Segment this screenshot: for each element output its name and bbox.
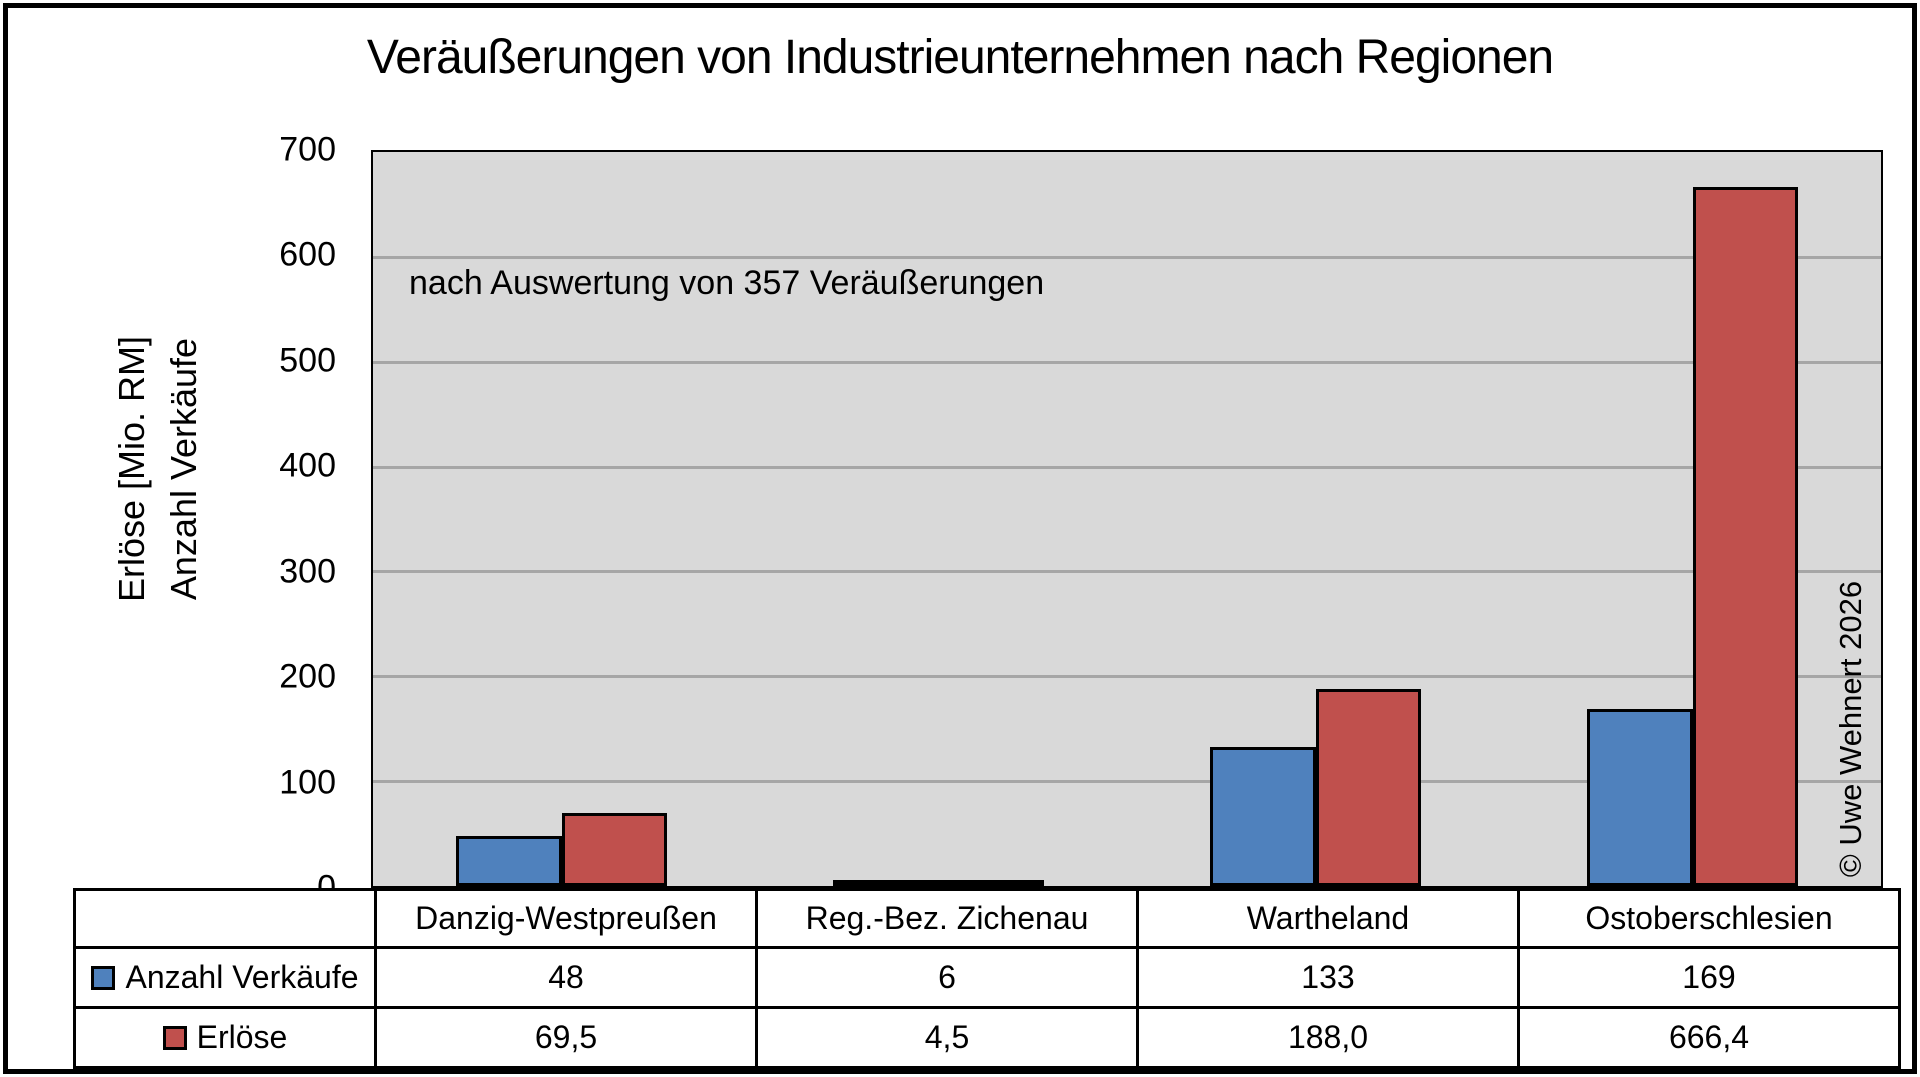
y-tick-label: 200	[279, 657, 336, 696]
category-header: Ostoberschlesien	[1517, 888, 1901, 949]
table-corner-empty	[73, 888, 377, 949]
value-cell: 188,0	[1136, 1006, 1520, 1069]
value-cell: 666,4	[1517, 1006, 1901, 1069]
series-label-cell: Erlöse	[73, 1006, 377, 1069]
value-cell: 133	[1136, 946, 1520, 1009]
copyright-watermark: © Uwe Wehnert 2026	[1833, 580, 1868, 878]
value-cell: 48	[374, 946, 758, 1009]
y-tick-label: 600	[279, 235, 336, 274]
table-row: Anzahl Verkäufe 48 6 133 169	[73, 946, 1901, 1009]
y-tick-label: 500	[279, 341, 336, 380]
bar-group	[1504, 152, 1881, 886]
y-tick-label: 700	[279, 130, 336, 169]
bar-erl-se	[938, 880, 1045, 886]
y-axis-ticks: 700 600 500 400 300 200 100 0	[8, 131, 336, 907]
bar-group	[1127, 152, 1504, 886]
bar-erl-se	[561, 813, 668, 886]
bar-erl-se	[1315, 688, 1422, 886]
value-cell: 69,5	[374, 1006, 758, 1069]
data-table: Danzig-Westpreußen Reg.-Bez. Zichenau Wart…	[73, 888, 1901, 1069]
legend-key-swatch	[91, 966, 116, 990]
gridline	[373, 255, 1881, 259]
y-tick-label: 300	[279, 552, 336, 591]
gridline	[373, 465, 1881, 469]
gridline	[373, 360, 1881, 364]
bar-anzahl-verk-ufe	[1586, 708, 1693, 886]
plot-annotation: nach Auswertung von 357 Veräußerungen	[409, 264, 1045, 302]
plot-area: nach Auswertung von 357 Veräußerungen © …	[371, 150, 1883, 888]
bar-anzahl-verk-ufe	[1209, 746, 1316, 886]
legend-key-swatch	[162, 1026, 187, 1050]
bars-layer	[373, 152, 1881, 886]
gridline	[373, 570, 1881, 574]
value-cell: 6	[755, 946, 1139, 1009]
bar-erl-se	[1692, 187, 1799, 886]
chart-title: Veräußerungen von Industrieunternehmen n…	[366, 31, 1554, 84]
value-cell: 4,5	[755, 1006, 1139, 1069]
series-label-cell: Anzahl Verkäufe	[73, 946, 377, 1009]
category-header: Reg.-Bez. Zichenau	[755, 888, 1139, 949]
bar-anzahl-verk-ufe	[832, 879, 939, 886]
bar-anzahl-verk-ufe	[455, 835, 562, 886]
value-cell: 169	[1517, 946, 1901, 1009]
bar-group	[750, 152, 1127, 886]
gridline	[373, 675, 1881, 679]
bar-group	[373, 152, 750, 886]
y-tick-label: 400	[279, 446, 336, 485]
page-frame: Veräußerungen von Industrieunternehmen n…	[3, 3, 1917, 1074]
category-header: Danzig-Westpreußen	[374, 888, 758, 949]
y-tick-label: 100	[279, 763, 336, 802]
gridline	[373, 780, 1881, 784]
table-row: Erlöse 69,5 4,5 188,0 666,4	[73, 1006, 1901, 1069]
category-header: Wartheland	[1136, 888, 1520, 949]
